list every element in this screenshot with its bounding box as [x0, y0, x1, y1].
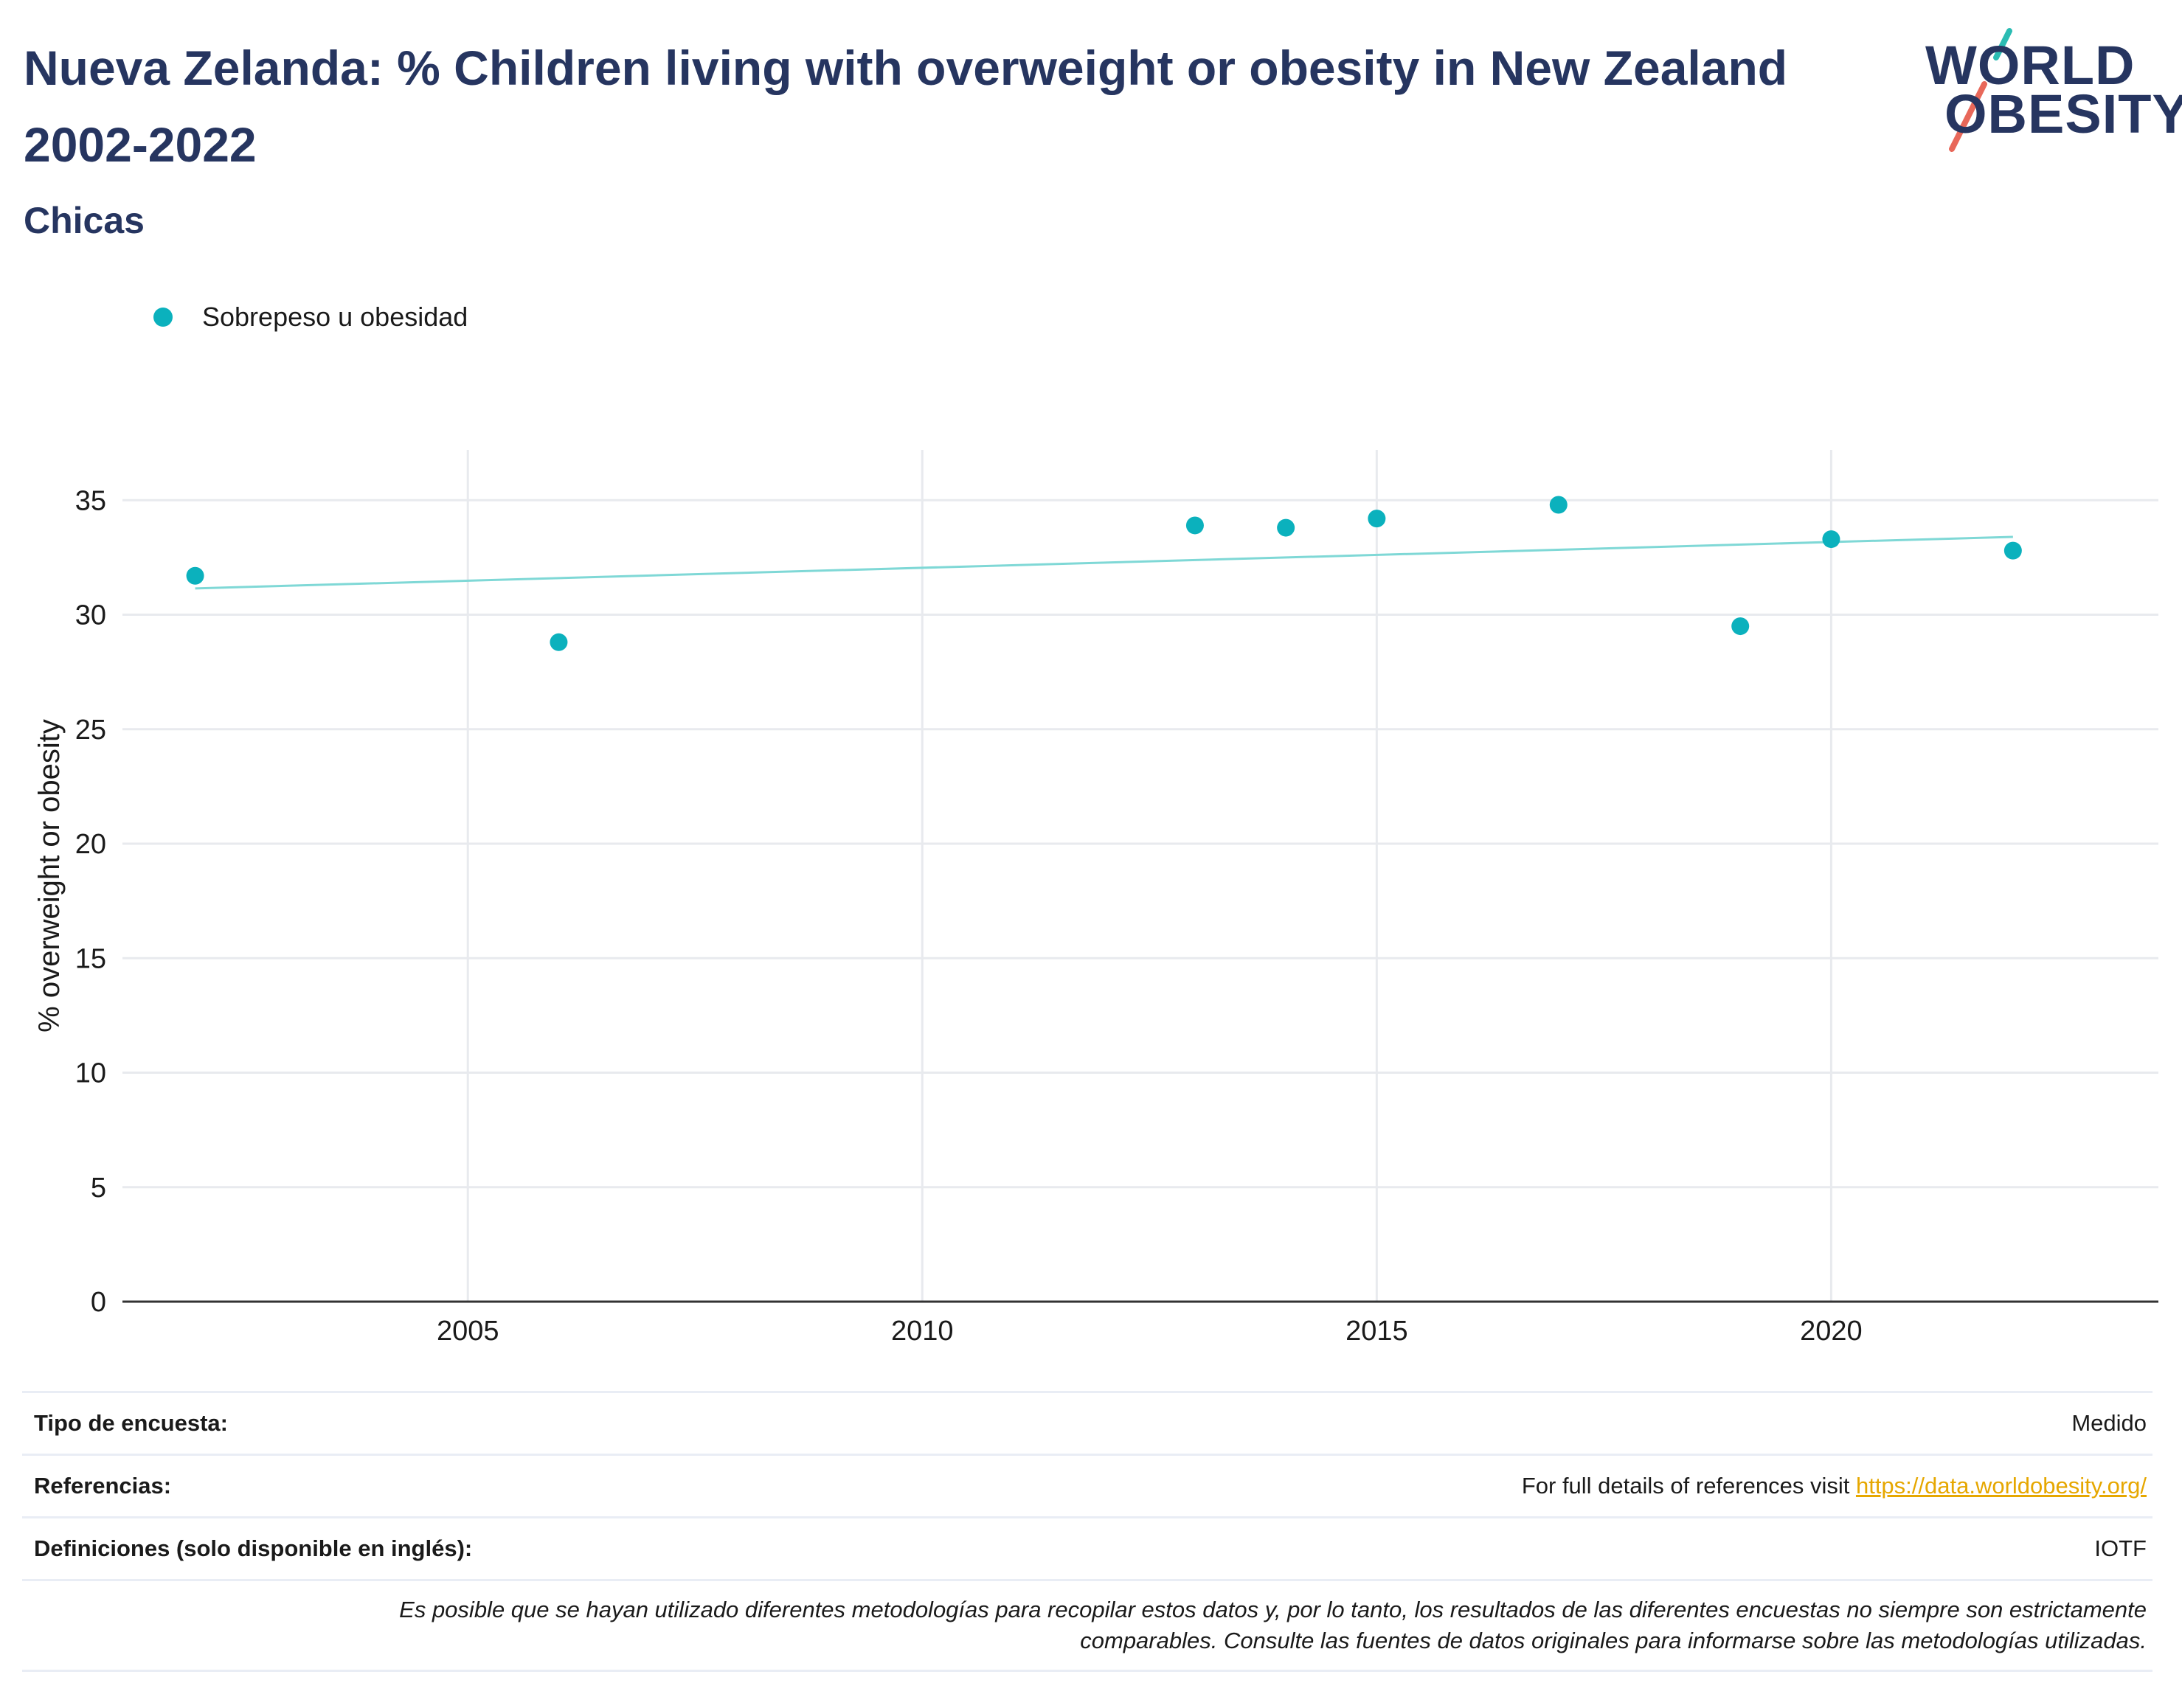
survey-type-label: Tipo de encuesta:	[34, 1410, 228, 1436]
methodology-note-line-2: comparables. Consulte las fuentes de dat…	[1080, 1628, 2147, 1653]
references-label: Referencias:	[34, 1473, 172, 1499]
data-point	[1368, 510, 1386, 528]
x-tick-label: 2020	[1800, 1316, 1863, 1347]
survey-type-value: Medido	[2071, 1410, 2147, 1436]
legend[interactable]: Sobrepeso u obesidad	[153, 295, 468, 339]
legend-marker	[153, 308, 173, 327]
y-tick-label: 30	[75, 600, 106, 631]
references-link[interactable]: https://data.worldobesity.org/	[1855, 1473, 2147, 1499]
scatter-chart: 0 5 10 15 20 25 30 35 2005 2010 2015 2020 % overweig…	[33, 450, 2158, 1347]
data-point	[186, 566, 204, 585]
chart-footer: Tipo de encuesta: Medido Referencias: Fo…	[22, 1391, 2152, 1672]
chart-subtitle: Chicas	[24, 200, 145, 241]
references-value: For full details of references visit htt…	[1522, 1473, 2152, 1499]
y-tick-label: 25	[75, 715, 106, 746]
footer-row-definitions: Definiciones (solo disponible en inglés)…	[22, 1516, 2152, 1579]
x-tick-label: 2010	[891, 1316, 954, 1347]
x-tick-label: 2015	[1345, 1316, 1408, 1347]
y-tick-label: 5	[91, 1173, 106, 1204]
footer-row-survey-type: Tipo de encuesta: Medido	[22, 1391, 2152, 1454]
y-tick-label: 15	[75, 943, 106, 974]
chart-title: Nueva Zelanda: % Children living with ov…	[24, 41, 1788, 172]
footer-row-references: Referencias: For full details of referen…	[22, 1454, 2152, 1516]
data-point	[1185, 516, 1204, 535]
legend-label: Sobrepeso u obesidad	[202, 302, 468, 332]
data-point	[1822, 530, 1840, 549]
y-tick-label: 0	[91, 1287, 106, 1318]
data-point	[2003, 541, 2022, 560]
methodology-note-line-1: Es posible que se hayan utilizado difere…	[399, 1597, 2147, 1622]
y-axis-label: % overweight or obesity	[33, 719, 66, 1032]
data-point	[1549, 496, 1568, 514]
data-point	[1731, 617, 1750, 636]
logo-text-obesity: OBESITY	[1944, 83, 2182, 145]
y-tick-label: 20	[75, 829, 106, 860]
data-point	[1277, 518, 1295, 537]
world-obesity-logo: WORLD OBESITY	[1925, 22, 2182, 155]
definitions-value: IOTF	[2094, 1535, 2147, 1561]
trend-line	[195, 535, 2013, 590]
references-text: For full details of references visit	[1521, 1473, 1850, 1499]
logo-text-world: WORLD	[1925, 35, 2136, 96]
y-tick-label: 35	[75, 485, 106, 516]
x-tick-label: 2005	[437, 1316, 499, 1347]
y-tick-label: 10	[75, 1058, 106, 1089]
data-point	[550, 633, 568, 651]
logo-slash-icon	[1949, 28, 2012, 152]
methodology-note: Es posible que se hayan utilizado difere…	[22, 1579, 2152, 1672]
definitions-label: Definiciones (solo disponible en inglés)…	[34, 1535, 473, 1561]
